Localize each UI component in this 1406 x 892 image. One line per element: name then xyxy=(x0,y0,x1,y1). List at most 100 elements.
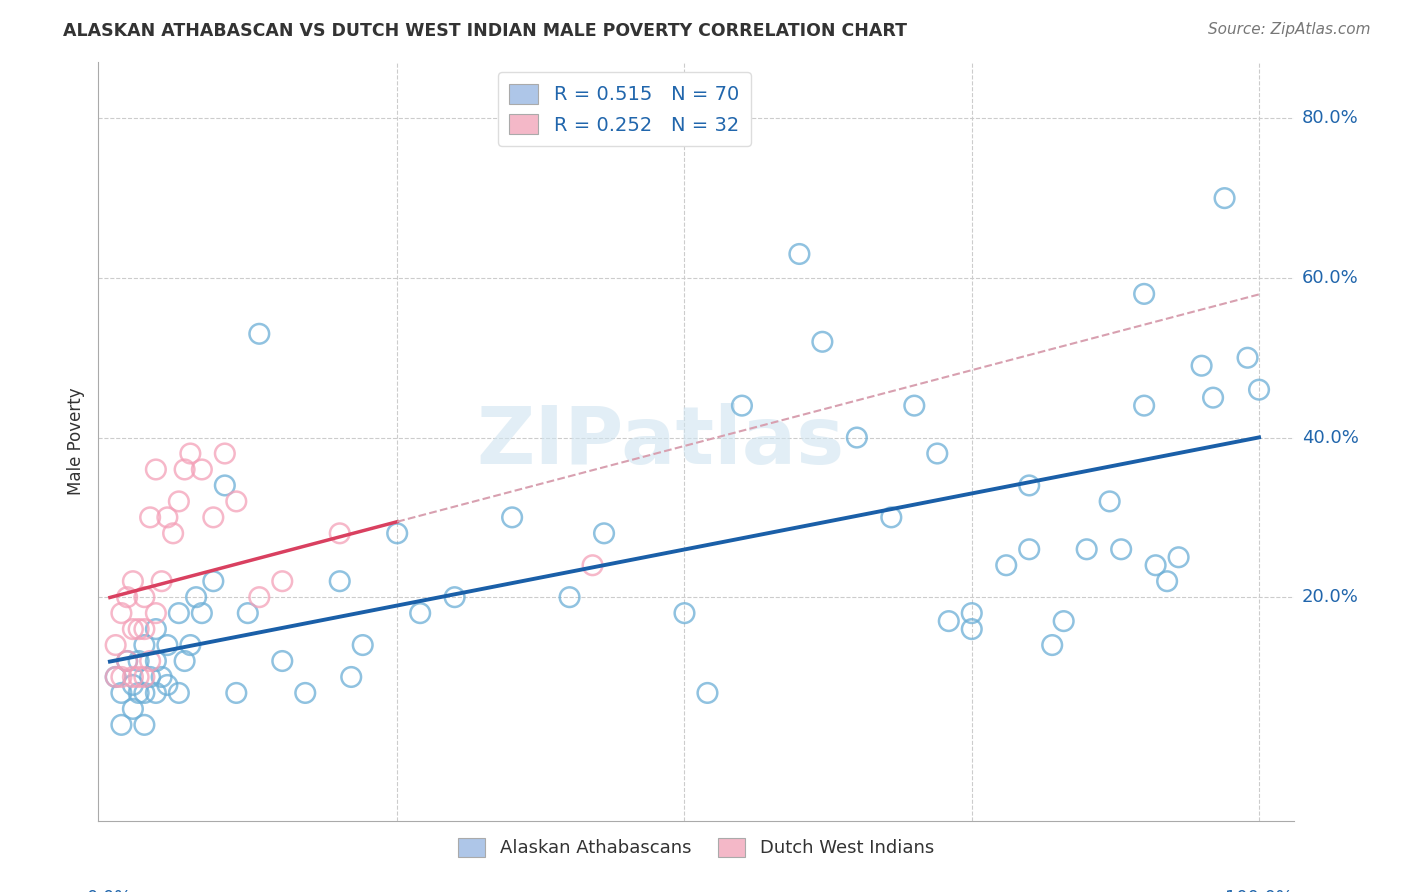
Point xyxy=(1076,542,1098,557)
Point xyxy=(673,606,696,620)
Point xyxy=(145,462,167,476)
Point xyxy=(139,510,162,524)
Point xyxy=(167,686,190,700)
Point xyxy=(134,638,156,652)
Point xyxy=(104,670,127,684)
Point xyxy=(340,670,363,684)
Point xyxy=(139,670,162,684)
Text: Source: ZipAtlas.com: Source: ZipAtlas.com xyxy=(1208,22,1371,37)
Point xyxy=(179,638,201,652)
Point xyxy=(271,574,294,589)
Point xyxy=(1133,286,1156,301)
Point xyxy=(1040,638,1063,652)
Point xyxy=(558,590,581,604)
Point xyxy=(214,478,236,492)
Point xyxy=(581,558,603,573)
Point xyxy=(134,590,156,604)
Point xyxy=(115,654,138,668)
Text: ZIPatlas: ZIPatlas xyxy=(477,402,844,481)
Point xyxy=(202,574,225,589)
Point xyxy=(880,510,903,524)
Point xyxy=(938,614,960,628)
Text: 0.0%: 0.0% xyxy=(87,888,132,892)
Point xyxy=(1213,191,1236,205)
Point xyxy=(122,574,145,589)
Point xyxy=(110,686,132,700)
Point xyxy=(329,574,352,589)
Point xyxy=(110,670,132,684)
Point xyxy=(845,431,868,445)
Point xyxy=(225,494,247,508)
Point xyxy=(156,510,179,524)
Text: 20.0%: 20.0% xyxy=(1302,588,1358,607)
Point xyxy=(179,446,201,460)
Text: 80.0%: 80.0% xyxy=(1302,110,1358,128)
Point xyxy=(134,622,156,636)
Point xyxy=(115,654,138,668)
Point xyxy=(167,494,190,508)
Point xyxy=(173,654,195,668)
Point xyxy=(593,526,616,541)
Point xyxy=(150,670,173,684)
Point xyxy=(236,606,259,620)
Point xyxy=(443,590,465,604)
Point xyxy=(202,510,225,524)
Text: 100.0%: 100.0% xyxy=(1225,888,1294,892)
Point xyxy=(1144,558,1167,573)
Point xyxy=(122,622,145,636)
Point xyxy=(1109,542,1132,557)
Point xyxy=(110,606,132,620)
Point xyxy=(409,606,432,620)
Point xyxy=(184,590,207,604)
Point xyxy=(1191,359,1213,373)
Point xyxy=(110,718,132,732)
Point xyxy=(329,526,352,541)
Point xyxy=(789,247,811,261)
Point xyxy=(115,590,138,604)
Point xyxy=(1018,542,1040,557)
Point xyxy=(128,670,150,684)
Point xyxy=(1133,399,1156,413)
Point xyxy=(122,702,145,716)
Point xyxy=(1156,574,1178,589)
Point xyxy=(145,686,167,700)
Point xyxy=(1202,391,1225,405)
Point xyxy=(122,678,145,692)
Point xyxy=(731,399,754,413)
Point xyxy=(225,686,247,700)
Point xyxy=(128,654,150,668)
Point xyxy=(1167,550,1189,565)
Point xyxy=(162,526,184,541)
Point xyxy=(167,606,190,620)
Point xyxy=(352,638,374,652)
Point xyxy=(960,606,983,620)
Point xyxy=(1098,494,1121,508)
Point xyxy=(104,670,127,684)
Y-axis label: Male Poverty: Male Poverty xyxy=(67,388,86,495)
Point xyxy=(173,462,195,476)
Point xyxy=(156,678,179,692)
Point xyxy=(122,670,145,684)
Point xyxy=(271,654,294,668)
Point xyxy=(134,686,156,700)
Text: ALASKAN ATHABASCAN VS DUTCH WEST INDIAN MALE POVERTY CORRELATION CHART: ALASKAN ATHABASCAN VS DUTCH WEST INDIAN … xyxy=(63,22,907,40)
Point xyxy=(1247,383,1270,397)
Point xyxy=(191,606,214,620)
Point xyxy=(145,622,167,636)
Point xyxy=(927,446,949,460)
Point xyxy=(247,326,270,341)
Point xyxy=(104,638,127,652)
Point xyxy=(191,462,214,476)
Text: 40.0%: 40.0% xyxy=(1302,428,1358,447)
Point xyxy=(903,399,925,413)
Point xyxy=(128,622,150,636)
Point xyxy=(128,686,150,700)
Point xyxy=(134,670,156,684)
Point xyxy=(501,510,523,524)
Point xyxy=(150,574,173,589)
Point xyxy=(385,526,409,541)
Text: 60.0%: 60.0% xyxy=(1302,268,1358,287)
Point xyxy=(145,654,167,668)
Point xyxy=(247,590,270,604)
Legend: Alaskan Athabascans, Dutch West Indians: Alaskan Athabascans, Dutch West Indians xyxy=(451,830,941,864)
